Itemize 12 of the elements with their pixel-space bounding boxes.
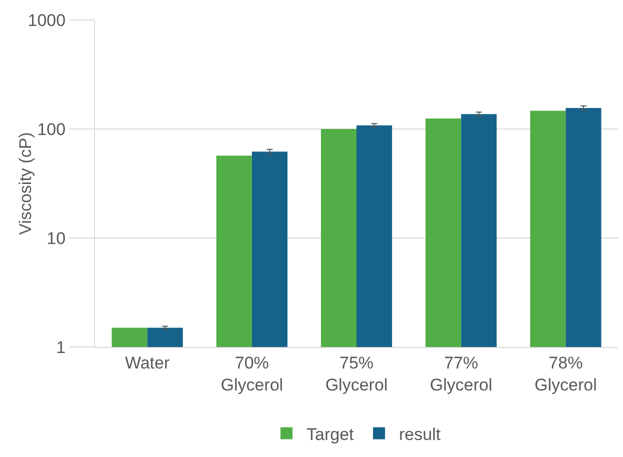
x-tick-label: 75% Glycerol <box>325 353 388 394</box>
x-tick-label: 77% Glycerol <box>430 353 492 394</box>
y-axis-title: Viscosity (cP) <box>16 132 36 235</box>
y-tick-label: 10 <box>46 228 66 248</box>
y-tick-label: 1 <box>56 338 66 357</box>
x-tick-label: 70% Glycerol <box>220 353 284 394</box>
legend-label: Target <box>306 424 354 444</box>
x-tick-label: Water <box>124 353 170 372</box>
y-tick-label: 1000 <box>28 10 66 30</box>
legend-label: result <box>399 424 441 444</box>
y-tick-label: 100 <box>37 120 66 139</box>
x-tick-label: 78% Glycerol <box>534 353 597 394</box>
